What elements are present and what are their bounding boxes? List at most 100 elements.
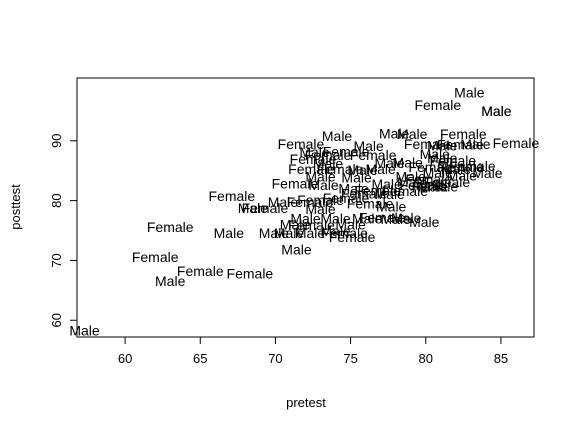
data-point-label: Male (427, 138, 458, 154)
data-point-label: Male (376, 199, 407, 215)
data-point-label: Female (437, 159, 484, 175)
data-point-label: Male (481, 103, 512, 119)
x-tick-label: 80 (419, 351, 433, 366)
data-point-label: Female (414, 97, 461, 113)
data-point-label: Female (297, 192, 344, 208)
data-point-label: Female (404, 136, 451, 152)
data-point-label: Female (423, 174, 470, 190)
data-point-label: Male (322, 128, 353, 144)
data-point-label: Male (335, 217, 366, 233)
y-axis: 60 70 80 90 (49, 134, 78, 327)
data-point-label: Female (429, 153, 476, 169)
data-point-label: Male (299, 144, 330, 160)
data-point-label: Female (242, 200, 289, 216)
data-point-label: Female (287, 194, 334, 210)
data-point-label: Male (274, 225, 305, 241)
data-point-label: Female (177, 263, 224, 279)
data-point-label: Male (447, 167, 478, 183)
data-point-label: Male (375, 186, 406, 202)
data-point-label: Male (371, 176, 402, 192)
x-axis: 60 65 70 75 80 85 (118, 336, 508, 366)
data-point-label: Male (295, 225, 326, 241)
data-point-label: Male (259, 225, 290, 241)
data-point-label: Female (381, 183, 428, 199)
y-tick-label: 90 (49, 134, 64, 148)
data-point-label: Male (155, 273, 186, 289)
data-point-label: Male (305, 169, 336, 185)
x-tick-label: 85 (494, 351, 508, 366)
data-point-label: Male (305, 201, 336, 217)
data-point-label: Male (481, 103, 512, 119)
data-point-label: Male (397, 126, 428, 142)
data-point-label: Male (423, 165, 454, 181)
data-point-label: Female (440, 126, 487, 142)
data-point-label: Female (208, 188, 255, 204)
data-point-label: Female (323, 144, 370, 160)
data-point-label: Female (347, 196, 394, 212)
data-point-label: Male (409, 214, 440, 230)
data-point-label: Female (147, 219, 194, 235)
data-point-label: Female (359, 209, 406, 225)
data-point-label: Male (396, 169, 427, 185)
data-points: MaleFemaleMaleFemaleFemaleMaleFemaleFema… (69, 84, 539, 338)
x-axis-label: pretest (286, 395, 326, 410)
x-tick-label: 70 (268, 351, 282, 366)
data-point-label: Male (214, 225, 245, 241)
data-point-label: Male (441, 161, 472, 177)
data-point-label: Female (278, 136, 325, 152)
data-point-label: Female (329, 229, 376, 245)
data-point-label: Male (338, 181, 369, 197)
data-point-label: Male (341, 169, 372, 185)
data-point-label: Male (281, 242, 312, 258)
y-tick-label: 60 (49, 313, 64, 327)
data-point-label: Male (313, 156, 344, 172)
data-point-label: Male (69, 322, 100, 338)
data-point-label: Female (288, 217, 335, 233)
y-tick-label: 80 (49, 193, 64, 207)
data-point-label: Male (290, 211, 321, 227)
data-point-label: Female (350, 147, 397, 163)
data-point-label: Male (352, 211, 383, 227)
data-point-label: Female (354, 182, 401, 198)
data-point-label: Male (375, 155, 406, 171)
x-tick-label: 65 (193, 351, 207, 366)
data-point-label: Male (454, 84, 485, 100)
y-tick-label: 70 (49, 253, 64, 267)
data-point-label: Male (418, 178, 449, 194)
data-point-label: Male (347, 162, 378, 178)
data-point-label: Male (320, 211, 351, 227)
data-point-label: Male (381, 211, 412, 227)
data-point-label: Female (288, 161, 335, 177)
data-point-label: Male (397, 174, 428, 190)
data-point-label: Male (427, 150, 458, 166)
data-point-label: Female (317, 161, 364, 177)
data-point-label: Female (290, 151, 337, 167)
data-point-label: Female (341, 185, 388, 201)
data-point-label: Female (227, 266, 274, 282)
data-point-label: Female (437, 136, 484, 152)
x-tick-label: 60 (118, 351, 132, 366)
x-tick-label: 75 (343, 351, 357, 366)
data-point-label: Male (379, 126, 410, 142)
data-point-label: Male (393, 154, 424, 170)
data-point-label: Female (132, 249, 179, 265)
data-point-label: Male (280, 217, 311, 233)
data-point-label: Female (449, 158, 496, 174)
data-point-label: Male (268, 194, 299, 210)
data-point-label: Female (405, 171, 452, 187)
data-point-label: Male (460, 136, 491, 152)
data-point-label: Female (323, 190, 370, 206)
data-point-label: Male (320, 223, 351, 239)
data-point-label: Male (472, 165, 503, 181)
data-point-label: Male (353, 138, 384, 154)
data-point-label: Male (420, 146, 451, 162)
data-point-label: Male (365, 161, 396, 177)
data-point-label: Female (321, 225, 368, 241)
y-axis-label: posttest (8, 184, 23, 230)
data-point-label: Female (408, 159, 455, 175)
data-point-label: Female (399, 177, 446, 193)
data-point-label: Female (493, 135, 540, 151)
data-point-label: Female (272, 175, 319, 191)
